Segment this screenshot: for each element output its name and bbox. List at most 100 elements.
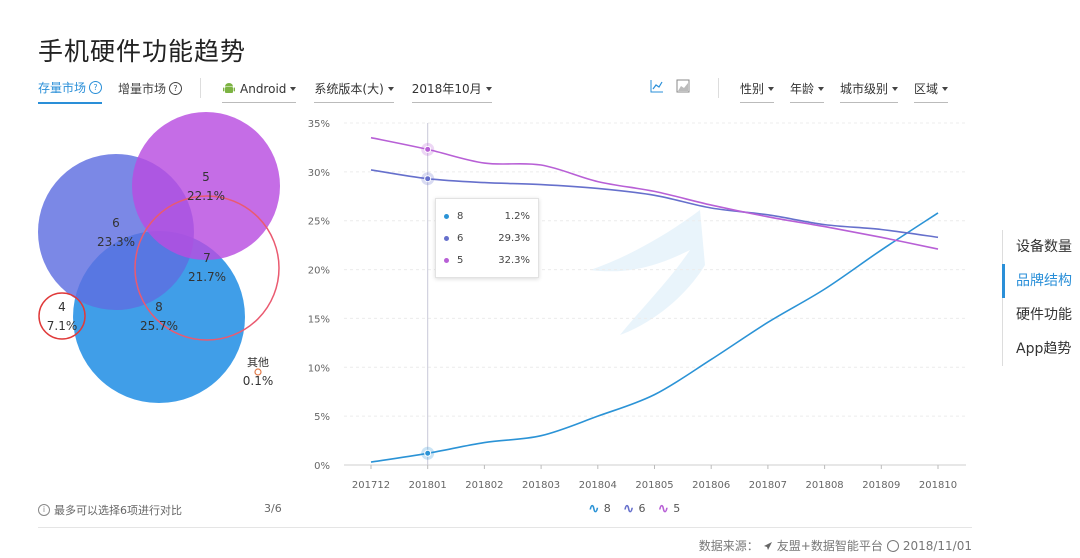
tab-stock-market[interactable]: 存量市场 ? [38, 78, 103, 104]
filter-age[interactable]: 年龄 [790, 80, 825, 103]
tooltip-row: 8 1.2% [444, 205, 530, 227]
source-label: 数据来源： [698, 539, 759, 553]
version-dropdown[interactable]: 系统版本(大) [314, 80, 394, 103]
caret-down-icon [290, 86, 297, 91]
bubble-7-name: 7 [203, 251, 211, 265]
filter-bar: 性别 年龄 城市级别 区域 [740, 80, 949, 103]
data-source: 数据来源： 友盟+数据智能平台 2018/11/01 [699, 537, 972, 554]
legend-item-5[interactable]: ∿ 5 [657, 500, 681, 517]
y-tick-label: 5% [314, 412, 330, 423]
bubble-other[interactable] [254, 368, 262, 376]
series-line-6[interactable] [370, 169, 939, 239]
tooltip-row: 5 32.3% [444, 249, 530, 271]
wave-icon: ∿ [657, 500, 670, 517]
bubble-4-name: 4 [58, 300, 66, 314]
version-value: 系统版本(大) [314, 82, 384, 96]
dimension-selectors: Android 系统版本(大) 2018年10月 [222, 80, 492, 103]
bubble-5-name: 5 [202, 170, 210, 184]
x-tick-label: 201803 [522, 480, 560, 491]
bubble-6-value: 23.3% [97, 235, 135, 249]
caret-down-icon [942, 86, 949, 91]
caret-down-icon [768, 86, 775, 91]
month-dropdown[interactable]: 2018年10月 [411, 80, 492, 103]
series-line-5[interactable] [370, 136, 939, 250]
line-chart-icon[interactable] [650, 78, 664, 93]
y-tick-label: 25% [308, 217, 330, 228]
filter-label: 年龄 [790, 82, 815, 96]
watermark-logo-icon [590, 210, 705, 335]
help-icon[interactable]: ? [89, 80, 103, 94]
nav-hardware-features[interactable]: 硬件功能 [1016, 307, 1072, 323]
hover-point-6[interactable] [424, 175, 432, 183]
tooltip-series-value: 32.3% [498, 254, 530, 266]
y-tick-label: 15% [308, 314, 330, 325]
divider [200, 78, 201, 98]
x-tick-label: 201808 [806, 480, 844, 491]
y-tick-label: 10% [308, 363, 330, 374]
y-tick-label: 20% [308, 266, 330, 277]
chart-legend: ∿ 8 ∿ 6 ∿ 5 [588, 500, 681, 517]
os-value: Android [240, 81, 287, 96]
hover-point-5[interactable] [424, 145, 432, 153]
filter-label: 区域 [914, 82, 939, 96]
nav-app-trend[interactable]: App趋势 [1016, 341, 1072, 357]
filter-gender[interactable]: 性别 [740, 80, 775, 103]
month-value: 2018年10月 [411, 82, 482, 96]
bubble-7[interactable] [134, 195, 280, 341]
source-platform: 友盟+数据智能平台 [776, 539, 883, 553]
caret-down-icon [892, 86, 899, 91]
x-tick-label: 201810 [919, 480, 957, 491]
caret-down-icon [485, 86, 492, 91]
page-title: 手机硬件功能趋势 [38, 37, 247, 66]
legend-label: 6 [638, 502, 646, 515]
help-icon[interactable]: ? [169, 81, 183, 95]
legend-item-8[interactable]: ∿ 8 [588, 500, 611, 517]
wave-icon: ∿ [622, 500, 635, 517]
umeng-logo-icon [763, 541, 772, 550]
legend-item-6[interactable]: ∿ 6 [622, 500, 646, 517]
y-tick-label: 30% [308, 168, 330, 179]
divider [718, 78, 719, 98]
nav-device-count[interactable]: 设备数量 [1016, 239, 1072, 255]
os-dropdown[interactable]: Android [222, 80, 297, 103]
bubble-other-value: 0.1% [243, 374, 274, 388]
bubble-5[interactable] [132, 112, 280, 260]
hover-point-8[interactable] [424, 449, 432, 457]
sidenav-rail [1002, 230, 1003, 366]
area-chart-icon[interactable] [676, 78, 690, 93]
filter-region[interactable]: 区域 [914, 80, 949, 103]
bubble-4[interactable] [38, 292, 86, 340]
chart-type-switch [650, 78, 690, 93]
nav-brand-structure[interactable]: 品牌结构 [1002, 264, 1080, 298]
tab-label: 存量市场 [38, 80, 87, 95]
side-navigation: 设备数量 品牌结构 硬件功能 App趋势 [1002, 230, 1080, 366]
tab-incremental-market[interactable]: 增量市场 ? [118, 78, 183, 104]
filter-city-tier[interactable]: 城市级别 [840, 80, 899, 103]
legend-label: 5 [673, 502, 681, 515]
caret-down-icon [387, 86, 394, 91]
x-tick-label: 201809 [862, 480, 900, 491]
bubble-5-value: 22.1% [187, 189, 225, 203]
bubble-6-name: 6 [112, 216, 120, 230]
caret-down-icon [818, 86, 825, 91]
bubble-chart: 5 22.1% 6 23.3% 7 21.7% 8 25.7% 4 7.1% 其… [38, 112, 280, 403]
series-line-8[interactable] [370, 212, 939, 463]
y-tick-label: 0% [314, 461, 330, 472]
info-icon: i [38, 504, 50, 516]
selection-hint: i 最多可以选择6项进行对比 [38, 502, 182, 518]
series-5-swatch [444, 257, 449, 263]
bubble-7-value: 21.7% [188, 270, 226, 284]
y-tick-label: 35% [308, 119, 330, 130]
x-tick-label: 201805 [635, 480, 673, 491]
tooltip-series-name: 8 [457, 210, 464, 222]
filter-label: 城市级别 [840, 82, 889, 96]
wave-icon: ∿ [588, 500, 600, 517]
tooltip-series-name: 5 [457, 254, 464, 266]
series-6-swatch [444, 235, 449, 241]
filter-label: 性别 [740, 82, 765, 96]
x-tick-label: 201712 [352, 480, 390, 491]
tooltip-series-value: 29.3% [498, 232, 530, 244]
series-8-swatch [444, 213, 449, 219]
bubble-8-value: 25.7% [140, 319, 178, 333]
